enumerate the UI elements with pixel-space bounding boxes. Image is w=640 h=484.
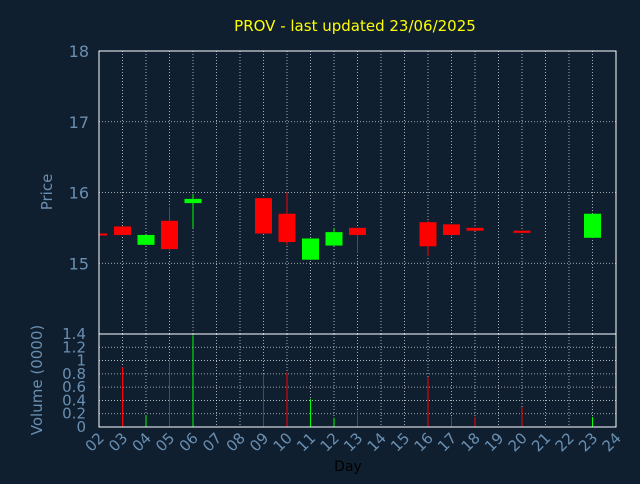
x-tick-labels: 0203040506070809101112131415161718192021… xyxy=(82,429,625,455)
x-tick-label: 14 xyxy=(364,429,390,455)
price-axis-label: Price xyxy=(38,174,56,211)
candle-body xyxy=(513,230,531,233)
x-tick-label: 19 xyxy=(481,429,507,455)
volume-tick-label: 0.6 xyxy=(62,378,86,396)
x-tick-label: 11 xyxy=(293,429,319,455)
candle-body xyxy=(302,238,319,260)
x-tick-label: 05 xyxy=(152,429,178,455)
x-tick-label: 15 xyxy=(387,429,413,455)
volume-tick-label: 0.4 xyxy=(62,391,86,409)
x-tick-label: 24 xyxy=(599,429,625,455)
x-tick-label: 10 xyxy=(270,429,296,455)
volume-tick-label: 1 xyxy=(76,352,86,370)
volume-bars xyxy=(122,335,593,427)
volume-tick-label: 0 xyxy=(76,418,86,436)
x-tick-label: 21 xyxy=(528,429,554,455)
volume-axis-label: Volume (0000) xyxy=(28,325,46,435)
candle-body xyxy=(349,227,366,235)
candle-body xyxy=(325,232,343,246)
x-tick-label: 23 xyxy=(575,429,601,455)
candle-body xyxy=(443,224,460,235)
x-axis-label: Day xyxy=(334,459,362,475)
volume-tick-label: 0.2 xyxy=(62,405,86,423)
candle-body xyxy=(184,198,202,204)
x-tick-label: 06 xyxy=(176,429,202,455)
x-tick-label: 16 xyxy=(411,429,437,455)
volume-tick-label: 1.4 xyxy=(62,325,86,343)
price-tick-label: 18 xyxy=(69,42,89,61)
price-tick-labels: 15 16 17 18 xyxy=(69,42,89,273)
candle-body xyxy=(114,226,131,235)
x-tick-label: 18 xyxy=(458,429,484,455)
candle-body xyxy=(419,222,437,247)
x-tick-label: 17 xyxy=(434,429,460,455)
candle-body xyxy=(584,213,601,238)
candle-body xyxy=(255,198,272,234)
price-tick-label: 17 xyxy=(69,113,89,132)
price-tick-label: 15 xyxy=(69,254,89,273)
x-tick-label: 04 xyxy=(129,429,155,455)
volume-tick-labels: 00.20.40.60.811.21.4 xyxy=(62,325,86,436)
volume-tick-label: 0.8 xyxy=(62,365,86,383)
x-tick-label: 20 xyxy=(505,429,531,455)
price-grid xyxy=(98,50,617,334)
volume-frame xyxy=(98,333,617,428)
x-tick-label: 12 xyxy=(317,429,343,455)
volume-tick-label: 1.2 xyxy=(62,338,86,356)
x-tick-label: 08 xyxy=(223,429,249,455)
chart-title: PROV - last updated 23/06/2025 xyxy=(234,17,476,35)
x-tick-label: 09 xyxy=(246,429,272,455)
x-tick-label: 22 xyxy=(552,429,578,455)
x-tick-label: 03 xyxy=(105,429,131,455)
price-candles xyxy=(98,192,601,260)
x-tick-label: 13 xyxy=(340,429,366,455)
candle-body xyxy=(161,220,178,250)
price-tick-label: 16 xyxy=(69,184,89,203)
candle-body xyxy=(466,227,484,231)
candle-body xyxy=(278,213,296,243)
candle-body xyxy=(137,234,155,245)
x-tick-label: 07 xyxy=(199,429,225,455)
candle-body xyxy=(99,233,107,236)
